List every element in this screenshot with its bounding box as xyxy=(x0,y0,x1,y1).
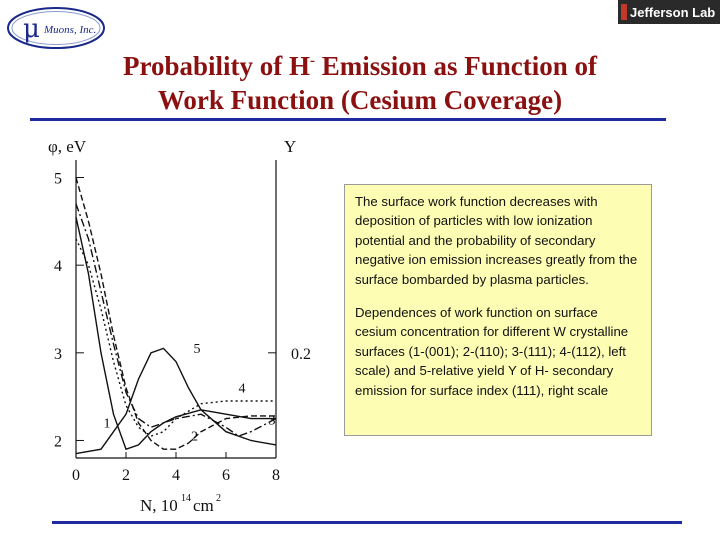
x-tick-label: 2 xyxy=(122,467,130,484)
y-left-tick-label: 4 xyxy=(54,258,62,275)
title-superscript: - xyxy=(309,53,315,69)
y-right-axis-title: Y xyxy=(284,137,296,156)
curve-label-2: 2 xyxy=(191,429,198,444)
y-left-axis-title: φ, eV xyxy=(48,137,87,156)
y-left-tick-label: 5 xyxy=(54,171,62,188)
series-line-2 xyxy=(75,177,276,450)
y-left-tick-label: 3 xyxy=(54,346,62,363)
curve-label-layer: 1 2 3 4 5 xyxy=(104,342,276,445)
explanation-paragraph-1: The surface work function decreases with… xyxy=(355,194,638,287)
x-tick-label: 4 xyxy=(172,467,180,484)
logo-right-text: Jefferson Lab xyxy=(630,5,715,20)
jefferson-lab-logo: Jefferson Lab xyxy=(618,0,720,24)
x-tick-label: 0 xyxy=(72,467,80,484)
x-axis-title: N, 10 14 cm 2 xyxy=(140,493,221,515)
x-axis-title-unit: cm xyxy=(193,496,214,515)
title-part1: Probability of H xyxy=(122,51,310,81)
x-axis-title-exp: 14 xyxy=(181,493,191,504)
plot-frame xyxy=(75,160,277,459)
series-line-1 xyxy=(75,216,276,451)
x-axis-title-unit-exp: 2 xyxy=(216,493,221,504)
title-line2: Work Function (Cesium Coverage) xyxy=(157,85,563,115)
series-layer xyxy=(75,177,277,455)
x-tick-label: 8 xyxy=(272,467,280,484)
y-left-tick-label: 2 xyxy=(54,433,62,450)
x-tick-label: 6 xyxy=(222,467,230,484)
page-title: Probability of H- Emission as Function o… xyxy=(30,44,690,117)
muons-inc-logo: μ Muons, Inc. xyxy=(7,7,105,49)
curve-label-4: 4 xyxy=(239,381,246,396)
explanation-paragraph-2: Dependences of work function on surface … xyxy=(355,305,629,398)
curve-label-5: 5 xyxy=(194,342,201,357)
logo-mu-symbol: μ xyxy=(23,14,40,44)
y-right-tick-label: 0.2 xyxy=(291,346,311,363)
logo-left-text: Muons, Inc. xyxy=(43,24,96,36)
title-divider xyxy=(30,118,666,121)
footer-divider xyxy=(52,521,682,524)
x-axis-title-main: N, 10 xyxy=(140,496,178,515)
curve-label-3: 3 xyxy=(269,414,276,429)
explanation-box: The surface work function decreases with… xyxy=(344,184,652,436)
curve-label-1: 1 xyxy=(104,416,111,431)
series-line-4 xyxy=(75,238,276,437)
x-ticks: 0 2 4 6 8 xyxy=(72,452,280,484)
series-line-5 xyxy=(75,347,277,455)
y-ticks: 2 3 4 5 0.2 xyxy=(54,171,311,451)
title-part2: Emission as Function of xyxy=(314,51,598,81)
